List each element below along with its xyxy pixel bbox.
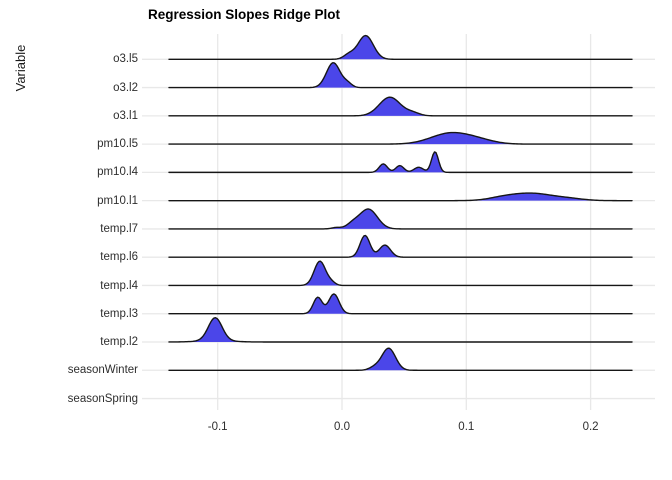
y-category-label-temp.l3: temp.l3 — [100, 307, 138, 320]
y-category-label-temp.l2: temp.l2 — [100, 336, 138, 348]
x-tick-label--0.1: -0.1 — [207, 421, 228, 433]
y-category-label-pm10.l1: pm10.l1 — [97, 194, 138, 207]
density-curve-seasonWinter — [168, 347, 633, 371]
density-fill-o3.l1 — [169, 97, 632, 116]
density-curve-o3.l1 — [168, 96, 633, 117]
density-fill-temp.l4 — [169, 261, 632, 286]
density-fill-pm10.l1 — [169, 193, 632, 201]
plot-title: Regression Slopes Ridge Plot — [148, 7, 341, 22]
density-curve-temp.l7 — [168, 208, 633, 230]
density-curve-temp.l3 — [168, 293, 633, 315]
x-tick-label-0.1: 0.1 — [458, 421, 475, 433]
density-curve-temp.l4 — [168, 260, 633, 287]
density-fill-seasonWinter — [169, 348, 632, 371]
density-fill-o3.l2 — [169, 62, 632, 88]
density-curve-o3.l2 — [168, 62, 633, 89]
y-category-label-o3.l1: o3.l1 — [113, 109, 138, 122]
y-category-label-temp.l4: temp.l4 — [100, 279, 138, 292]
density-curve-o3.l5 — [168, 34, 633, 60]
y-category-label-seasonSpring: seasonSpring — [67, 392, 138, 405]
density-curve-temp.l6 — [168, 234, 633, 258]
density-curve-temp.l2 — [168, 317, 633, 343]
x-tick-label-0.0: 0.0 — [334, 421, 350, 433]
density-fill-temp.l7 — [169, 209, 632, 229]
y-category-label-pm10.l4: pm10.l4 — [97, 166, 138, 179]
density-curve-pm10.l1 — [168, 192, 633, 202]
y-category-label-temp.l7: temp.l7 — [100, 222, 138, 235]
density-fill-pm10.l4 — [169, 151, 632, 173]
density-fill-temp.l3 — [169, 293, 632, 314]
y-category-label-pm10.l5: pm10.l5 — [97, 138, 138, 151]
y-category-label-seasonWinter: seasonWinter — [67, 364, 138, 377]
density-fill-o3.l5 — [169, 35, 632, 60]
density-fill-pm10.l5 — [169, 132, 632, 145]
y-category-label-o3.l5: o3.l5 — [113, 53, 138, 66]
density-curve-pm10.l5 — [168, 131, 633, 145]
y-category-label-temp.l6: temp.l6 — [100, 251, 138, 264]
density-fill-temp.l2 — [169, 317, 632, 342]
y-category-label-o3.l2: o3.l2 — [113, 81, 138, 94]
density-fill-temp.l6 — [169, 235, 632, 258]
density-curve-pm10.l4 — [168, 151, 633, 174]
x-tick-label-0.2: 0.2 — [582, 421, 599, 433]
